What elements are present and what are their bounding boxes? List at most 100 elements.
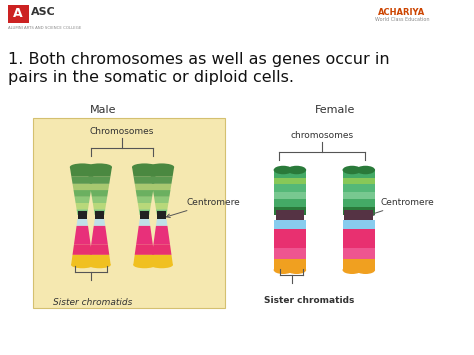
Text: chromosomes: chromosomes: [291, 131, 354, 140]
Text: ASC: ASC: [31, 7, 55, 17]
Polygon shape: [273, 178, 293, 184]
Polygon shape: [88, 255, 111, 265]
Polygon shape: [157, 211, 166, 219]
Polygon shape: [70, 167, 95, 176]
Polygon shape: [152, 244, 172, 255]
Polygon shape: [135, 244, 154, 255]
Polygon shape: [356, 229, 375, 247]
Polygon shape: [93, 203, 106, 209]
Text: Male: Male: [90, 105, 117, 115]
Polygon shape: [72, 176, 93, 184]
Polygon shape: [356, 170, 375, 178]
Polygon shape: [78, 211, 87, 219]
Ellipse shape: [356, 166, 375, 174]
Polygon shape: [356, 184, 375, 192]
Polygon shape: [71, 255, 93, 265]
Polygon shape: [95, 211, 104, 219]
Polygon shape: [73, 244, 92, 255]
Text: 1. Both chromosomes as well as genes occur in: 1. Both chromosomes as well as genes occ…: [8, 52, 389, 67]
Polygon shape: [273, 184, 293, 192]
Polygon shape: [152, 184, 172, 190]
Polygon shape: [343, 220, 362, 229]
Polygon shape: [356, 192, 375, 199]
Polygon shape: [287, 259, 306, 270]
Polygon shape: [74, 197, 90, 203]
Polygon shape: [75, 203, 89, 209]
Text: Centromere: Centromere: [370, 198, 435, 215]
Ellipse shape: [356, 266, 375, 274]
Polygon shape: [343, 259, 362, 270]
Polygon shape: [343, 229, 362, 247]
Text: A: A: [13, 7, 23, 20]
Polygon shape: [356, 178, 375, 184]
Polygon shape: [356, 199, 375, 207]
Polygon shape: [287, 178, 306, 184]
Polygon shape: [136, 226, 153, 244]
Polygon shape: [135, 184, 154, 190]
Polygon shape: [356, 207, 375, 215]
Polygon shape: [343, 207, 362, 215]
Polygon shape: [273, 259, 293, 270]
Polygon shape: [134, 176, 155, 184]
Polygon shape: [289, 210, 304, 220]
Polygon shape: [76, 219, 88, 226]
Ellipse shape: [343, 266, 362, 274]
Polygon shape: [137, 197, 152, 203]
Polygon shape: [343, 192, 362, 199]
Polygon shape: [287, 199, 306, 207]
Ellipse shape: [149, 163, 174, 170]
Polygon shape: [155, 203, 168, 209]
Polygon shape: [273, 229, 293, 247]
Polygon shape: [90, 184, 109, 190]
Polygon shape: [343, 170, 362, 178]
Polygon shape: [343, 184, 362, 192]
Polygon shape: [77, 209, 88, 215]
Polygon shape: [139, 219, 150, 226]
Text: ALUMNI ARTS AND SCIENCE COLLEGE: ALUMNI ARTS AND SCIENCE COLLEGE: [8, 26, 81, 30]
Polygon shape: [343, 178, 362, 184]
Polygon shape: [273, 247, 293, 259]
Polygon shape: [287, 247, 306, 259]
Polygon shape: [358, 210, 373, 220]
Polygon shape: [343, 247, 362, 259]
Ellipse shape: [287, 166, 306, 174]
Ellipse shape: [273, 166, 293, 174]
Text: Chromosomes: Chromosomes: [90, 127, 154, 136]
Polygon shape: [94, 209, 105, 215]
Text: Sister chromatids: Sister chromatids: [53, 298, 132, 307]
Polygon shape: [136, 190, 153, 197]
Polygon shape: [156, 219, 167, 226]
Polygon shape: [74, 226, 91, 244]
Text: Sister chromatids: Sister chromatids: [264, 296, 355, 305]
Polygon shape: [275, 210, 291, 220]
Polygon shape: [139, 209, 150, 215]
Polygon shape: [356, 247, 375, 259]
Polygon shape: [149, 167, 174, 176]
Polygon shape: [273, 192, 293, 199]
Polygon shape: [133, 255, 155, 265]
Polygon shape: [273, 170, 293, 178]
Polygon shape: [287, 220, 306, 229]
Ellipse shape: [151, 262, 173, 268]
Polygon shape: [154, 226, 170, 244]
Ellipse shape: [133, 262, 155, 268]
Polygon shape: [287, 229, 306, 247]
Polygon shape: [94, 219, 105, 226]
Polygon shape: [73, 184, 92, 190]
Polygon shape: [151, 255, 173, 265]
FancyBboxPatch shape: [34, 118, 225, 308]
Ellipse shape: [343, 166, 362, 174]
Polygon shape: [356, 220, 375, 229]
Polygon shape: [90, 244, 109, 255]
Polygon shape: [91, 190, 108, 197]
Ellipse shape: [88, 262, 111, 268]
Polygon shape: [156, 209, 167, 215]
Polygon shape: [287, 192, 306, 199]
Polygon shape: [356, 259, 375, 270]
Polygon shape: [273, 199, 293, 207]
Polygon shape: [89, 176, 110, 184]
FancyBboxPatch shape: [8, 5, 29, 23]
Polygon shape: [343, 199, 362, 207]
Polygon shape: [73, 190, 91, 197]
Ellipse shape: [132, 163, 157, 170]
